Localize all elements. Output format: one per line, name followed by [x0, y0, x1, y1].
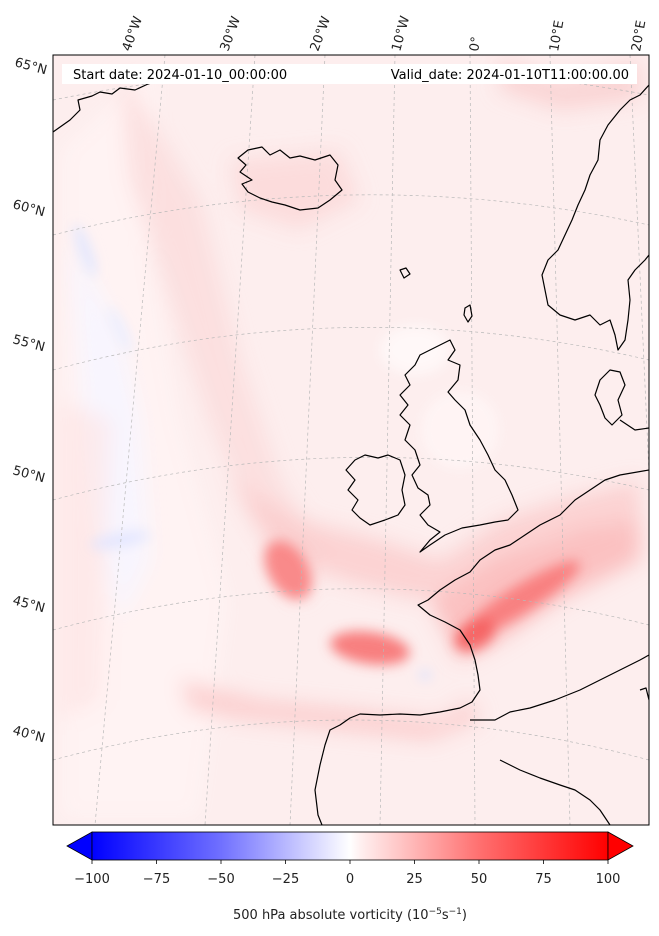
colorbar-tick-label: −75: [143, 872, 170, 887]
mediterranean-coast: [470, 654, 649, 721]
meridian-10w: [379, 55, 396, 825]
lon-label-30w: 30°W: [218, 14, 244, 53]
meridian-30w: [204, 55, 256, 825]
parallel-50n: [53, 457, 649, 501]
meridian-0: [469, 55, 476, 825]
latitude-labels: 65°N 60°N 55°N 50°N 45°N 40°N: [11, 55, 49, 746]
scandinavia-coast: [541, 84, 649, 351]
ireland-coast: [345, 454, 406, 526]
colorbar-ticks: −100 −75 −50 −25 0 25 50 75 100: [74, 860, 620, 887]
lat-label-55n: 55°N: [11, 332, 47, 355]
meridian-40w: [94, 55, 166, 825]
vorticity-field: [60, 60, 640, 820]
map-frame: [52, 54, 650, 826]
colorbar-tick-label: −25: [272, 872, 299, 887]
denmark-coast: [594, 369, 626, 426]
valid-date-label: Valid_date: 2024-01-10T11:00:00.00: [391, 68, 629, 83]
meridian-20w: [289, 55, 326, 825]
iceland-coast: [237, 146, 343, 211]
colorbar-tick-label: −100: [74, 872, 110, 887]
lon-label-20e: 20°E: [629, 19, 649, 52]
parallel-40n: [53, 719, 649, 761]
colorbar: −100 −75 −50 −25 0 25 50 75 100 500 hPa absolute…: [66, 831, 634, 923]
lat-label-45n: 45°N: [11, 593, 47, 616]
baltic-coast: [619, 419, 649, 431]
lon-label-20w: 20°W: [308, 14, 334, 53]
meridian-10e: [549, 55, 571, 825]
colorbar-min-extension: [66, 831, 93, 861]
colorbar-tick-label: 75: [535, 872, 552, 887]
great-britain-coast: [399, 339, 519, 553]
corsica: [639, 687, 649, 701]
coastlines: [53, 69, 649, 825]
colorbar-tick-label: 100: [596, 872, 621, 887]
colorbar-tick-label: 0: [346, 872, 354, 887]
parallel-60n: [53, 194, 649, 236]
graticule: [53, 55, 649, 825]
lat-label-60n: 60°N: [11, 197, 47, 220]
shetland-islands: [463, 304, 473, 323]
lat-label-65n: 65°N: [13, 55, 49, 78]
parallel-55n: [53, 327, 649, 371]
parallel-45n: [53, 588, 649, 631]
colorbar-tick-label: −50: [207, 872, 234, 887]
mediterranean-coast-south: [499, 759, 611, 825]
parallel-65n: [53, 68, 649, 101]
lon-label-10w: 10°W: [389, 14, 413, 53]
continental-coast: [314, 469, 649, 825]
colorbar-max-extension: [607, 831, 634, 861]
meridian-20e: [629, 55, 649, 481]
start-date-label: Start date: 2024-01-10_00:00:00: [73, 68, 287, 83]
map-panel: Start date: 2024-01-10_00:00:00 Valid_da…: [52, 54, 650, 826]
colorbar-tick-label: 50: [471, 872, 488, 887]
faroe-islands: [399, 267, 411, 279]
lat-label-40n: 40°N: [11, 723, 47, 746]
lon-label-40w: 40°W: [120, 14, 146, 53]
colorbar-label: 500 hPa absolute vorticity (10−5s−1): [233, 907, 467, 923]
header-strip: [62, 64, 637, 84]
colorbar-gradient: [91, 831, 609, 861]
longitude-labels: 40°W 30°W 20°W 10°W 0° 10°E 20°E: [120, 14, 650, 53]
lon-label-10e: 10°E: [547, 19, 567, 52]
colorbar-tick-label: 25: [406, 872, 423, 887]
lat-label-50n: 50°N: [11, 463, 47, 486]
lon-label-0: 0°: [467, 36, 484, 53]
